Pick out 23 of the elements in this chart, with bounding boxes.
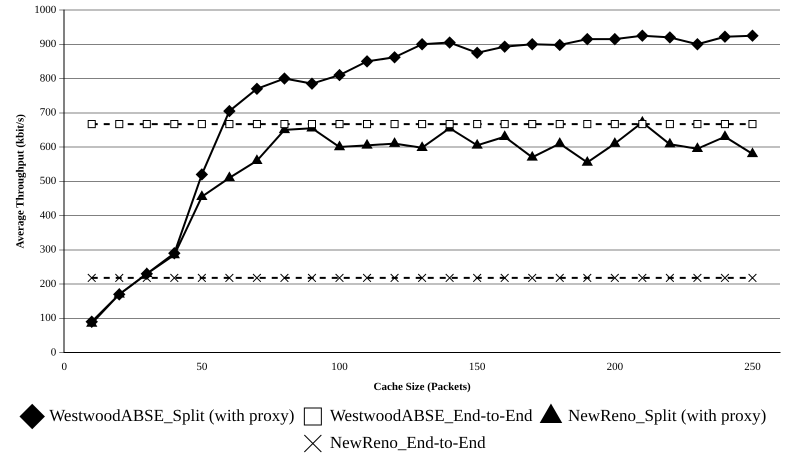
x-axis-title: Cache Size (Packets) xyxy=(374,381,472,394)
x-tick-label: 200 xyxy=(606,361,624,374)
y-tick-label: 0 xyxy=(50,346,57,358)
y-tick-label: 1000 xyxy=(34,4,57,16)
y-tick-label: 400 xyxy=(40,209,57,222)
legend-label: NewReno_Split (with proxy) xyxy=(568,406,766,425)
x-tick-label: 150 xyxy=(468,361,486,374)
legend-label: WestwoodABSE_Split (with proxy) xyxy=(49,406,294,425)
y-tick-label: 600 xyxy=(40,140,57,153)
y-tick-label: 100 xyxy=(40,312,57,324)
y-tick-label: 900 xyxy=(40,38,57,50)
legend-label: WestwoodABSE_End-to-End xyxy=(330,406,533,425)
y-axis-title: Average Throughput (kbit/s) xyxy=(14,114,26,249)
x-tick-label: 0 xyxy=(61,361,68,374)
x-tick-label: 50 xyxy=(196,361,208,374)
x-tick-label: 100 xyxy=(331,361,348,374)
y-tick-label: 200 xyxy=(40,278,57,290)
y-tick-label: 500 xyxy=(40,175,57,188)
x-tick-label: 250 xyxy=(744,361,762,374)
y-tick-label: 700 xyxy=(40,106,57,119)
y-tick-label: 800 xyxy=(40,72,57,84)
y-tick-label: 300 xyxy=(40,244,57,256)
legend-label: NewReno_End-to-End xyxy=(330,432,486,452)
